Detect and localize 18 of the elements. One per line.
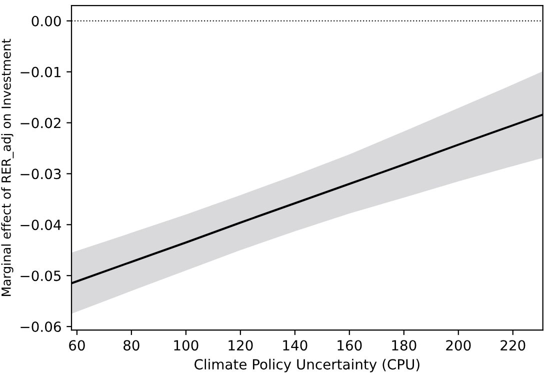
y-tick-label: −0.04 [20, 220, 61, 230]
x-tick-label: 160 [338, 340, 362, 351]
y-tick-label: −0.01 [20, 66, 60, 78]
x-tick-label: 120 [228, 340, 253, 351]
x-tick-label: 100 [174, 340, 198, 351]
x-tick-label: 200 [446, 340, 471, 351]
y-tick-label: 0.00 [32, 16, 61, 26]
x-tick-label: 220 [500, 340, 526, 351]
x-tick-label: 140 [283, 340, 308, 351]
y-tick-label: −0.02 [20, 118, 60, 128]
y-tick-label: −0.06 [20, 322, 61, 332]
x-tick-label: 180 [392, 340, 416, 351]
x-tick-label: 60 [69, 340, 85, 351]
y-axis-title: Marginal effect of RER_adj on Investment [1, 38, 14, 296]
y-tick-label: −0.03 [20, 168, 61, 180]
y-tick-label: −0.05 [20, 270, 61, 282]
x-axis-title: Climate Policy Uncertainty (CPU) [194, 358, 420, 372]
x-tick-label: 80 [124, 340, 140, 351]
